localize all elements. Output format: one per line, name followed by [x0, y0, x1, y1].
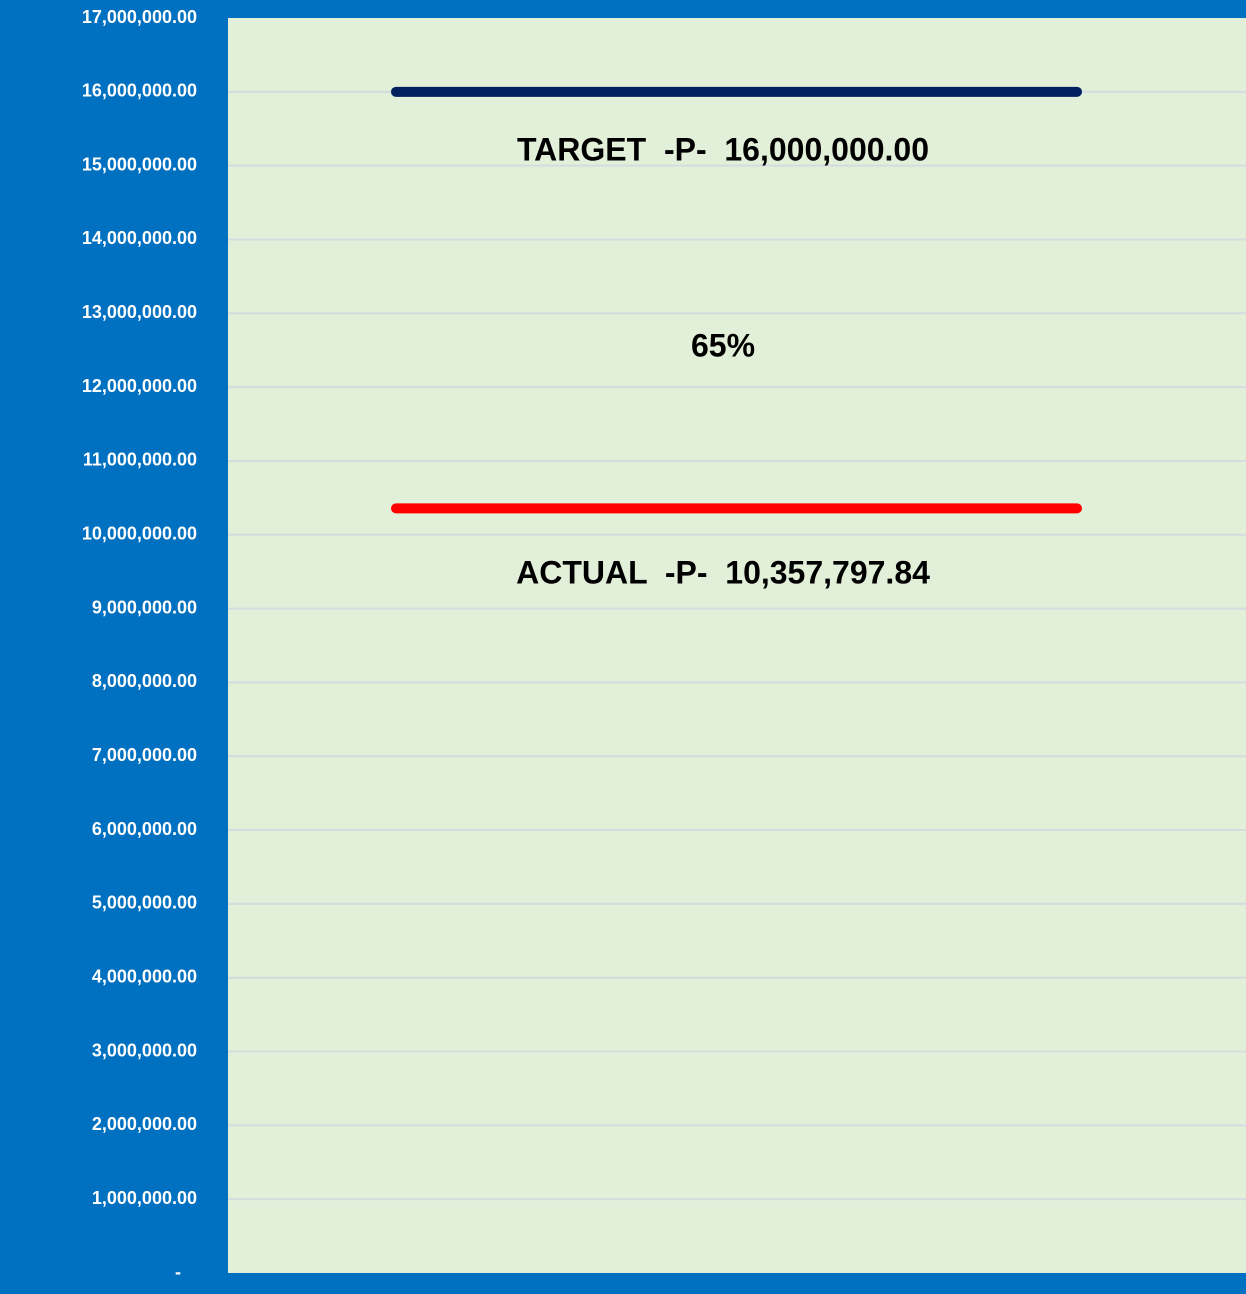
y-tick-label: 14,000,000.00 — [82, 228, 197, 248]
y-tick-label: 9,000,000.00 — [92, 597, 197, 617]
y-tick-label: 7,000,000.00 — [92, 745, 197, 765]
y-tick-label: 12,000,000.00 — [82, 376, 197, 396]
y-tick-label: 3,000,000.00 — [92, 1040, 197, 1060]
y-tick-label: 4,000,000.00 — [92, 966, 197, 986]
y-tick-label: 16,000,000.00 — [82, 81, 197, 101]
y-tick-label: - — [175, 1262, 181, 1282]
y-tick-label: 10,000,000.00 — [82, 524, 197, 544]
plot-area — [228, 18, 1246, 1273]
y-tick-label: 1,000,000.00 — [92, 1188, 197, 1208]
y-tick-label: 2,000,000.00 — [92, 1114, 197, 1134]
y-tick-label: 8,000,000.00 — [92, 671, 197, 691]
y-tick-label: 17,000,000.00 — [82, 7, 197, 27]
annotation: TARGET -P- 16,000,000.00 — [517, 131, 929, 167]
y-tick-label: 15,000,000.00 — [82, 154, 197, 174]
y-tick-label: 6,000,000.00 — [92, 819, 197, 839]
annotation: 65% — [691, 327, 755, 363]
annotation: ACTUAL -P- 10,357,797.84 — [516, 554, 930, 590]
y-tick-label: 13,000,000.00 — [82, 302, 197, 322]
y-tick-label: 11,000,000.00 — [83, 450, 197, 470]
y-tick-label: 5,000,000.00 — [92, 893, 197, 913]
